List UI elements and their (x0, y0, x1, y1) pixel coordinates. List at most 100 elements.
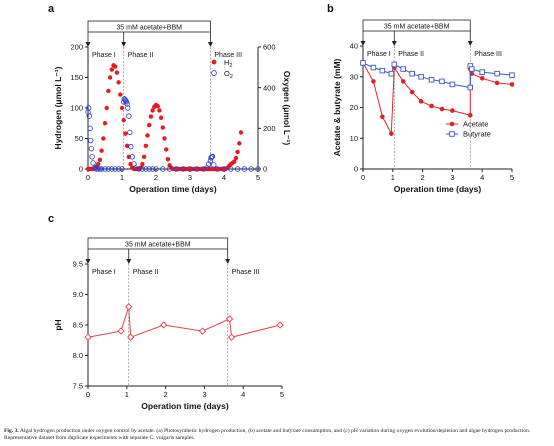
y-axis-right-label: Oxygen (μmol L⁻¹) (282, 71, 292, 146)
data-point (391, 61, 398, 68)
data-point (225, 315, 234, 323)
data-point (85, 105, 92, 111)
data-point (235, 149, 240, 155)
data-point (105, 166, 112, 172)
data-point (109, 67, 115, 72)
data-point (125, 105, 131, 111)
data-point (98, 166, 105, 172)
data-point (119, 105, 125, 111)
data-point (101, 136, 106, 141)
y-axis-label: pH (53, 319, 63, 330)
x-tick-label: 2 (154, 173, 158, 182)
series-line (362, 62, 513, 136)
data-point (241, 166, 248, 172)
data-point (143, 143, 148, 149)
data-point (132, 165, 139, 171)
data-point (160, 125, 165, 130)
x-tick-label: 5 (510, 173, 514, 182)
treatment-banner (362, 19, 471, 32)
data-point (200, 166, 207, 172)
data-point (198, 327, 207, 335)
treatment-banner (87, 237, 229, 250)
y-tick-label: 50 (75, 134, 83, 143)
y-tick-label: 40 (350, 42, 358, 51)
phase-label: Phase II (133, 269, 159, 276)
data-point (276, 321, 284, 329)
data-point (139, 166, 146, 172)
data-point (194, 166, 200, 172)
data-point (107, 75, 113, 80)
data-point (205, 161, 212, 167)
data-point (150, 108, 155, 113)
treatment-banner-label: 35 mM acetate+BBM (384, 23, 450, 30)
data-point (173, 166, 180, 172)
data-point (86, 113, 93, 119)
data-point (467, 112, 473, 118)
legend-marker-butyrate (449, 131, 455, 137)
data-point (400, 66, 406, 72)
data-point (409, 70, 415, 77)
x-tick-label: 0 (86, 173, 90, 182)
legend-marker-acetate (449, 121, 455, 127)
phase-label: Phase I (92, 52, 116, 59)
y-axis-label: Acetate & butyrate (mM) (332, 58, 342, 156)
data-point (99, 148, 104, 153)
phase-arrow-head (85, 42, 91, 47)
data-point (116, 80, 121, 85)
data-point (418, 73, 424, 80)
data-point (84, 333, 92, 341)
data-point (187, 166, 193, 172)
data-point (88, 137, 94, 144)
y-tick-label: 100 (70, 104, 83, 113)
x-tick-label: 2 (164, 390, 168, 399)
data-point (494, 80, 500, 86)
data-point (126, 113, 132, 119)
data-point (160, 166, 166, 172)
treatment-banner (87, 20, 211, 33)
y-axis-label: Hydrogen (μmol L⁻¹) (53, 66, 63, 149)
data-point (146, 166, 152, 172)
data-point (87, 125, 93, 132)
data-point (237, 141, 242, 146)
data-point (141, 154, 147, 159)
data-point (370, 64, 377, 71)
data-point (102, 166, 108, 172)
legend-marker-o2 (211, 70, 217, 76)
data-point (221, 166, 227, 172)
data-point (160, 321, 168, 329)
data-point (162, 136, 167, 141)
legend-label: Butyrate (463, 130, 491, 139)
phase-arrow-head (225, 259, 231, 264)
data-point (166, 166, 173, 172)
panel-label: a (48, 3, 55, 15)
data-point (494, 70, 500, 77)
x-axis-label: Operation time (days) (129, 184, 217, 194)
y-tick-label: 30 (350, 72, 358, 81)
data-point (509, 82, 515, 87)
phase-label: Phase I (367, 51, 391, 58)
treatment-banner-label: 35 mM acetate+BBM (125, 241, 191, 248)
y-tick-label: 9.5 (73, 260, 83, 269)
y-tick-label: 0 (79, 165, 83, 174)
legend-marker-h2 (211, 59, 217, 65)
data-point (248, 166, 254, 172)
y-tick-label: 200 (70, 43, 83, 52)
data-point (409, 89, 415, 95)
data-point (418, 99, 424, 104)
data-point (88, 145, 95, 152)
data-point (93, 166, 100, 172)
data-point (228, 166, 234, 172)
x-tick-label: 5 (280, 390, 284, 399)
phase-label: Phase III (232, 269, 260, 276)
data-point (255, 166, 261, 172)
series-line (87, 306, 281, 338)
data-point (148, 114, 154, 119)
chart-panel-c: c 35 mM acetate+BBM Phase I Phase II Phase I… (48, 213, 284, 411)
data-point (123, 98, 129, 104)
data-point (479, 69, 485, 75)
x-tick-label: 2 (421, 173, 425, 182)
caption-text: Algal hydrogen production under oxygen c… (4, 428, 531, 441)
data-point (234, 166, 241, 172)
data-point (149, 166, 156, 172)
